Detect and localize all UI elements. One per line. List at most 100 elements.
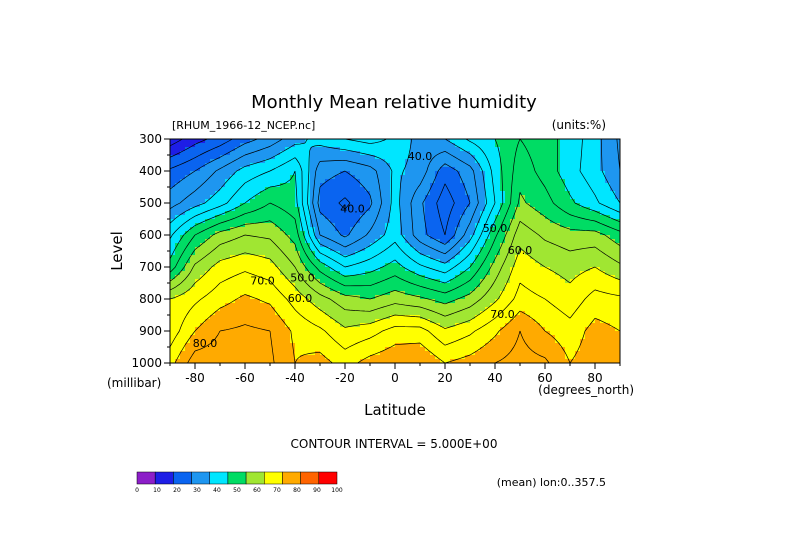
heatmap-cell [310,283,316,288]
heatmap-cell [385,275,391,280]
heatmap-cell [170,191,176,196]
heatmap-cell [375,335,381,340]
heatmap-cell [235,139,241,144]
heatmap-cell [580,191,586,196]
heatmap-cell [330,203,336,208]
heatmap-cell [540,183,546,188]
heatmap-cell [480,235,486,240]
heatmap-cell [295,155,301,160]
heatmap-cell [350,147,356,152]
heatmap-cell [565,327,571,332]
heatmap-cell [605,211,611,216]
heatmap-cell [525,351,531,356]
heatmap-cell [410,319,416,324]
heatmap-cell [485,159,491,164]
heatmap-cell [345,251,351,256]
heatmap-cell [395,355,401,360]
heatmap-cell [285,215,291,220]
heatmap-cell [525,331,531,336]
heatmap-cell [385,351,391,356]
heatmap-cell [280,187,286,192]
heatmap-cell [515,271,521,276]
heatmap-cell [400,195,406,200]
heatmap-cell [195,339,201,344]
heatmap-cell [370,155,376,160]
heatmap-cell [445,223,451,228]
heatmap-cell [290,243,296,248]
heatmap-cell [180,307,186,312]
heatmap-cell [390,343,396,348]
heatmap-cell [495,299,501,304]
heatmap-cell [215,239,221,244]
heatmap-cell [510,279,516,284]
heatmap-cell [195,159,201,164]
heatmap-cell [295,267,301,272]
heatmap-cell [185,347,191,352]
heatmap-cell [305,351,311,356]
heatmap-cell [460,327,466,332]
heatmap-cell [480,207,486,212]
heatmap-cell [305,271,311,276]
heatmap-cell [215,339,221,344]
heatmap-cell [330,155,336,160]
heatmap-cell [545,211,551,216]
heatmap-cell [565,331,571,336]
heatmap-cell [275,203,281,208]
heatmap-cell [170,171,176,176]
heatmap-cell [350,295,356,300]
heatmap-cell [205,323,211,328]
heatmap-cell [200,187,206,192]
heatmap-cell [195,219,201,224]
heatmap-cell [610,179,616,184]
heatmap-cell [555,231,561,236]
heatmap-cell [425,283,431,288]
heatmap-cell [410,287,416,292]
heatmap-cell [410,259,416,264]
heatmap-cell [580,139,586,144]
heatmap-cell [475,219,481,224]
heatmap-cell [525,323,531,328]
heatmap-cell [395,295,401,300]
heatmap-cell [315,275,321,280]
heatmap-cell [325,207,331,212]
heatmap-cell [370,219,376,224]
heatmap-cell [430,247,436,252]
heatmap-cell [590,191,596,196]
heatmap-cell [480,227,486,232]
heatmap-cell [320,191,326,196]
heatmap-cell [610,267,616,272]
heatmap-cell [300,223,306,228]
heatmap-cell [245,275,251,280]
heatmap-cell [285,159,291,164]
heatmap-cell [450,247,456,252]
heatmap-cell [335,159,341,164]
heatmap-cell [460,287,466,292]
heatmap-cell [430,351,436,356]
heatmap-cell [205,187,211,192]
heatmap-cell [365,151,371,156]
heatmap-cell [270,267,276,272]
heatmap-cell [495,315,501,320]
heatmap-cell [540,311,546,316]
heatmap-cell [190,287,196,292]
heatmap-cell [365,147,371,152]
heatmap-cell [400,139,406,144]
heatmap-cell [205,219,211,224]
heatmap-cell [560,171,566,176]
heatmap-cell [405,143,411,148]
heatmap-cell [340,355,346,360]
heatmap-cell [610,291,616,296]
heatmap-cell [455,231,461,236]
heatmap-cell [185,351,191,356]
heatmap-cell [550,287,556,292]
heatmap-cell [460,187,466,192]
heatmap-cell [520,171,526,176]
heatmap-cell [505,311,511,316]
heatmap-cell [565,319,571,324]
heatmap-cell [260,311,266,316]
heatmap-cell [585,215,591,220]
heatmap-cell [605,199,611,204]
heatmap-cell [180,343,186,348]
heatmap-cell [275,211,281,216]
heatmap-cell [205,291,211,296]
